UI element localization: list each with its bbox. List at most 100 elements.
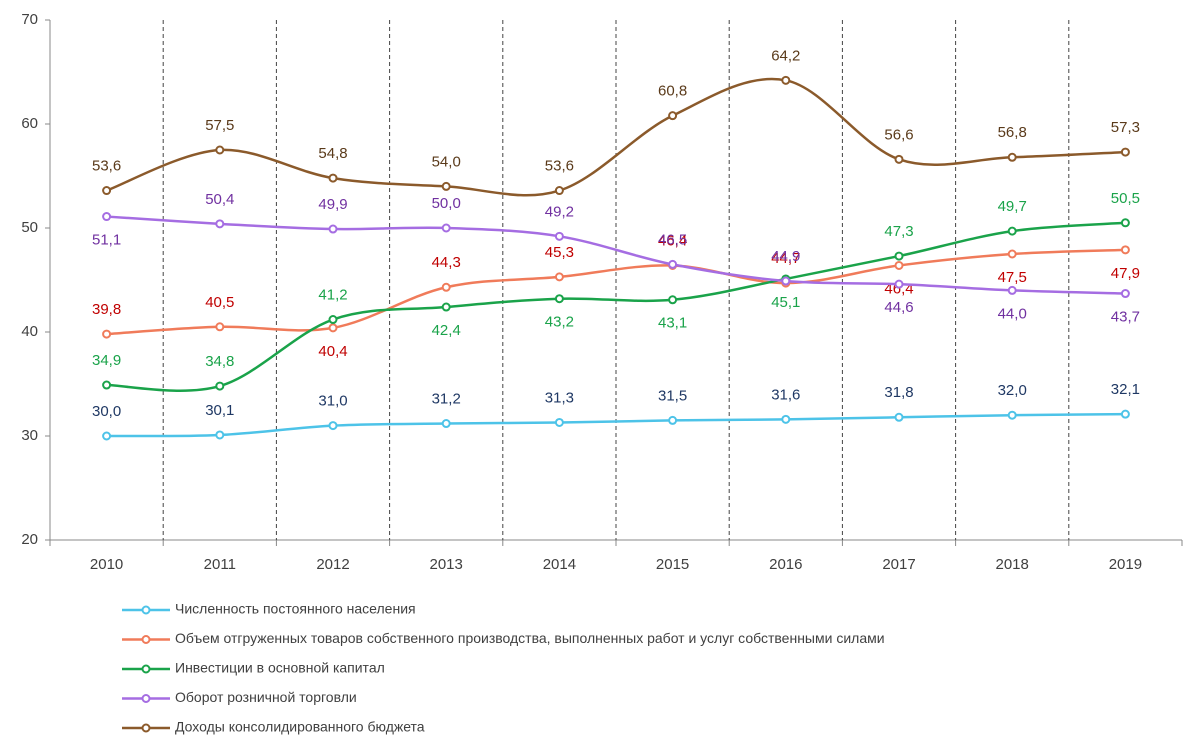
data-label: 43,1 (658, 315, 687, 332)
point (554, 417, 564, 427)
legend-label: Объем отгруженных товаров собственного п… (175, 630, 885, 646)
data-label: 44,9 (771, 248, 800, 265)
data-label: 50,0 (432, 195, 461, 212)
point (215, 430, 225, 440)
data-label: 31,0 (318, 393, 347, 410)
y-tick-label: 70 (21, 11, 38, 28)
data-label: 47,9 (1111, 265, 1140, 282)
data-label: 56,6 (884, 126, 913, 143)
series-line (106, 215, 1126, 295)
point (1120, 409, 1130, 419)
data-label: 32,0 (998, 382, 1027, 399)
y-tick-label: 40 (21, 323, 38, 340)
data-label: 47,3 (884, 223, 913, 240)
series-line (106, 221, 1126, 392)
data-label: 39,8 (92, 301, 121, 318)
y-tick-label: 50 (21, 219, 38, 236)
y-tick-label: 60 (21, 115, 38, 132)
point (102, 431, 112, 441)
point (441, 282, 451, 292)
data-label: 32,1 (1111, 381, 1140, 398)
data-label: 46,4 (658, 232, 687, 249)
point (1120, 147, 1130, 157)
data-label: 50,4 (205, 191, 234, 208)
data-label: 54,8 (318, 145, 347, 162)
point (668, 295, 678, 305)
x-tick-label: 2019 (1109, 556, 1142, 573)
data-label: 31,8 (884, 384, 913, 401)
data-label: 40,4 (318, 343, 347, 360)
point (102, 186, 112, 196)
data-label: 49,7 (998, 198, 1027, 215)
x-tick-label: 2011 (204, 556, 236, 573)
data-label: 30,1 (205, 402, 234, 419)
point (668, 415, 678, 425)
data-label: 57,5 (205, 117, 234, 134)
point (554, 186, 564, 196)
point (1007, 152, 1017, 162)
point (894, 412, 904, 422)
legend-label: Численность постоянного населения (175, 601, 416, 617)
series-line (106, 248, 1126, 336)
x-tick-label: 2016 (769, 556, 802, 573)
legend-marker (141, 605, 151, 615)
data-label: 34,9 (92, 352, 121, 369)
point (894, 154, 904, 164)
x-tick-label: 2014 (543, 556, 576, 573)
point (781, 75, 791, 85)
data-label: 64,2 (771, 47, 800, 64)
legend-marker (141, 664, 151, 674)
point (1120, 245, 1130, 255)
data-label: 31,6 (771, 386, 800, 403)
point (441, 223, 451, 233)
data-label: 42,4 (432, 322, 461, 339)
legend-label: Инвестиции в основной капитал (175, 660, 385, 676)
x-tick-label: 2013 (430, 556, 463, 573)
point (1007, 410, 1017, 420)
data-label: 43,7 (1111, 308, 1140, 325)
legend-label: Доходы консолидированного бюджета (175, 719, 425, 735)
point (215, 145, 225, 155)
point (1007, 285, 1017, 295)
x-tick-label: 2015 (656, 556, 689, 573)
data-label: 49,9 (318, 196, 347, 213)
point (441, 302, 451, 312)
data-label: 40,5 (205, 294, 234, 311)
point (328, 224, 338, 234)
data-label: 34,8 (205, 353, 234, 370)
legend-label: Оборот розничной торговли (175, 689, 357, 705)
point (441, 419, 451, 429)
legend-marker (141, 694, 151, 703)
data-label: 31,5 (658, 387, 687, 404)
y-tick-label: 30 (21, 427, 38, 444)
point (215, 322, 225, 332)
point (102, 329, 112, 339)
point (215, 219, 225, 229)
point (781, 276, 791, 286)
data-label: 31,2 (432, 390, 461, 407)
series-line (106, 412, 1126, 438)
data-label: 44,6 (884, 299, 913, 316)
point (894, 260, 904, 270)
data-label: 57,3 (1111, 119, 1140, 136)
point (781, 414, 791, 424)
point (1120, 218, 1130, 228)
point (441, 181, 451, 191)
x-tick-label: 2010 (90, 556, 123, 573)
point (894, 279, 904, 289)
data-label: 45,3 (545, 244, 574, 261)
data-label: 30,0 (92, 403, 121, 420)
point (1120, 289, 1130, 299)
data-label: 53,6 (92, 158, 121, 175)
point (328, 173, 338, 183)
point (894, 251, 904, 261)
data-label: 50,5 (1111, 190, 1140, 207)
point (102, 380, 112, 390)
point (1007, 226, 1017, 236)
data-label: 43,2 (545, 314, 574, 331)
data-label: 47,5 (998, 269, 1027, 286)
data-label: 45,1 (771, 294, 800, 311)
point (668, 259, 678, 269)
data-label: 60,8 (658, 83, 687, 100)
